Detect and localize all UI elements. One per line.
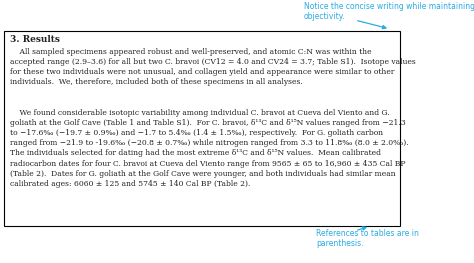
Text: We found considerable isotopic variability among individual C. bravoi at Cueva d: We found considerable isotopic variabili…: [10, 109, 409, 188]
Text: Notice the concise writing while maintaining
objectivity.: Notice the concise writing while maintai…: [304, 2, 474, 21]
Text: 3. Results: 3. Results: [10, 35, 60, 44]
Text: All sampled specimens appeared robust and well-preserved, and atomic C:N was wit: All sampled specimens appeared robust an…: [10, 48, 416, 86]
Bar: [4, 31, 400, 226]
Text: References to tables are in
parenthesis.: References to tables are in parenthesis.: [316, 229, 419, 248]
